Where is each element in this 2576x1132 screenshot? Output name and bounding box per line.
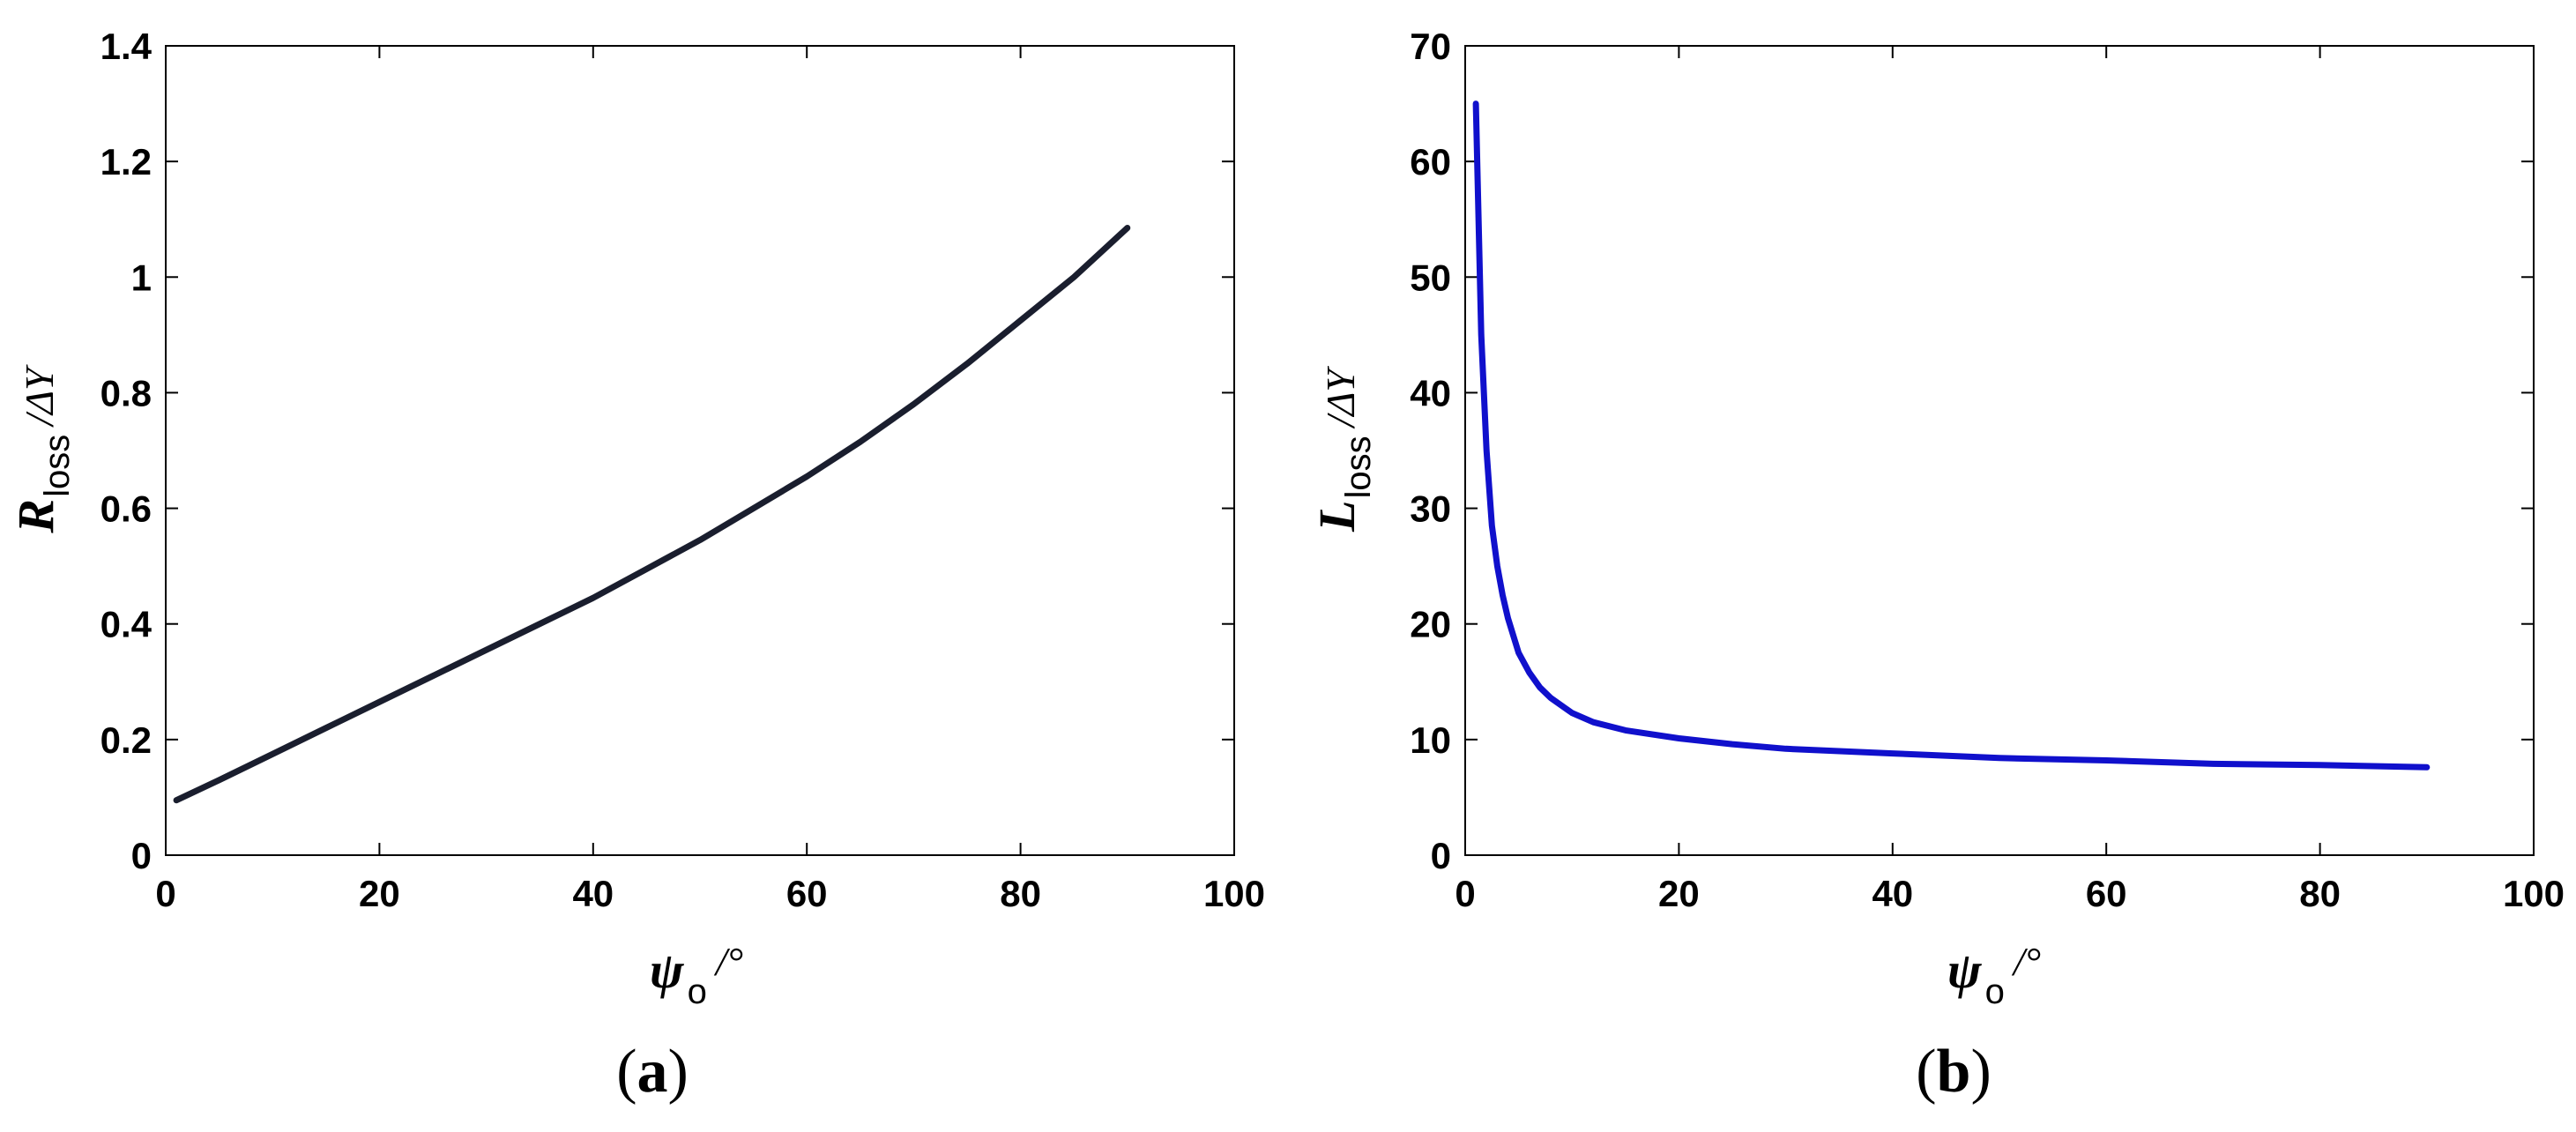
y-axis-label: Rloss/ΔY	[7, 364, 77, 534]
chart-panel-a: 0 20 40 60 80 100 0 0.2 0.4 0.6 0.8 1 1.2 1.4 ψ o/° Rlos…	[7, 26, 1265, 1106]
y-tick-label: 20	[1410, 604, 1451, 645]
x-axis-label: ψ o/°	[650, 939, 743, 1011]
x-tick-label: 80	[1000, 873, 1041, 914]
y-tick-label: 0	[1431, 835, 1451, 876]
y-tick-label: 0.2	[101, 719, 152, 761]
y-tick-label: 50	[1410, 257, 1451, 298]
y-tick-label: 1.4	[101, 26, 153, 67]
x-tick-label: 40	[572, 873, 614, 914]
y-tick-label: 0.6	[101, 488, 152, 530]
x-tick-label: 100	[2503, 873, 2565, 914]
y-tick-label: 0.4	[101, 604, 153, 645]
panel-label: (a)	[616, 1038, 689, 1106]
y-tick-label: 60	[1410, 141, 1451, 182]
x-tick-label: 40	[1872, 873, 1913, 914]
y-tick-label: 40	[1410, 372, 1451, 413]
x-tick-label: 20	[359, 873, 400, 914]
y-tick-label: 30	[1410, 488, 1451, 530]
y-tick-label: 0.8	[101, 372, 152, 413]
panel-label: (b)	[1916, 1038, 1992, 1106]
x-tick-label: 60	[2086, 873, 2127, 914]
x-tick-label: 60	[786, 873, 828, 914]
plot-frame	[165, 45, 1235, 856]
y-tick-label: 0	[131, 835, 152, 876]
plot-frame	[1464, 45, 2535, 856]
y-axis-label: Lloss/ΔY	[1308, 366, 1378, 532]
chart-panel-b: 0 20 40 60 80 100 0 10 20 30 40 50 60 70 ψ o/° Lloss/ΔY (…	[1308, 26, 2565, 1106]
series-line	[173, 225, 1131, 804]
x-tick-label: 20	[1658, 873, 1700, 914]
y-tick-label: 1.2	[101, 141, 152, 182]
x-tick-label: 100	[1203, 873, 1265, 914]
x-tick-label: 80	[2299, 873, 2341, 914]
x-tick-label: 0	[155, 873, 175, 914]
x-tick-label: 0	[1455, 873, 1475, 914]
y-tick-label: 70	[1410, 26, 1451, 67]
x-axis-label: ψ o/°	[1947, 939, 2041, 1011]
y-tick-label: 10	[1410, 719, 1451, 761]
y-tick-label: 1	[131, 257, 152, 298]
series-line	[1472, 101, 2431, 771]
